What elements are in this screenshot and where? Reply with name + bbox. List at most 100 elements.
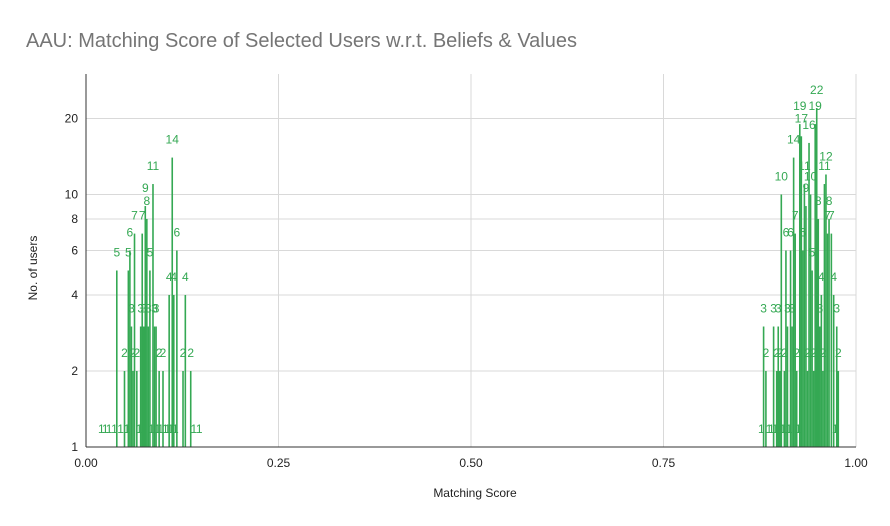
- bar-79: [820, 294, 823, 447]
- x-axis-title: Matching Score: [433, 486, 517, 500]
- data-label-42: 1: [196, 422, 203, 436]
- data-label-27: 2: [156, 346, 163, 360]
- data-label-50: 2: [773, 346, 780, 360]
- data-label-54: 1: [780, 422, 787, 436]
- data-label-60: 3: [789, 302, 796, 316]
- data-label-51: 3: [775, 302, 782, 316]
- bar-78: [819, 326, 821, 447]
- data-label-16: 7: [139, 209, 146, 223]
- bar-20: [147, 326, 150, 447]
- data-label-68: 11: [798, 159, 811, 173]
- data-label-5: 1: [117, 422, 124, 436]
- data-label-86: 4: [830, 270, 837, 284]
- bar-16: [141, 233, 144, 447]
- data-label-13: 2: [133, 346, 140, 360]
- y-tick-label: 6: [71, 244, 78, 258]
- bar-37: [176, 250, 178, 447]
- y-tick-label: 20: [65, 111, 79, 125]
- data-label-29: 2: [160, 346, 167, 360]
- data-label-76: 22: [810, 83, 824, 97]
- data-label-33: 1: [167, 422, 174, 436]
- data-labels: 1111512156327213739835111331212114114416…: [98, 83, 842, 436]
- bar-15: [139, 326, 142, 447]
- bar-82: [825, 174, 827, 447]
- bar-68: [803, 184, 806, 447]
- data-label-10: 3: [128, 302, 135, 316]
- bar-10: [130, 326, 133, 447]
- bar-60: [791, 326, 793, 447]
- data-label-4: 5: [113, 245, 120, 259]
- x-tick-labels: 0.00 0.25 0.50 0.75 1.00: [74, 456, 868, 470]
- data-label-9: 6: [127, 226, 134, 240]
- data-label-25: 3: [153, 302, 160, 316]
- bar-35: [172, 294, 175, 447]
- bar-29: [162, 370, 164, 447]
- bar-53: [780, 194, 783, 447]
- data-label-62: 7: [792, 209, 799, 223]
- data-label-75: 19: [809, 99, 823, 113]
- bar-6: [123, 370, 126, 447]
- x-tick-label: 0.25: [267, 456, 291, 470]
- bar-75: [814, 124, 816, 448]
- data-label-58: 1: [786, 422, 793, 436]
- bar-66: [800, 136, 803, 448]
- bar-73: [811, 270, 813, 447]
- data-label-22: 1: [148, 422, 155, 436]
- data-label-19: 8: [143, 194, 150, 208]
- bar-23: [152, 184, 154, 447]
- data-label-24: 3: [151, 302, 158, 316]
- x-tick-label: 1.00: [844, 456, 868, 470]
- data-label-39: 4: [182, 270, 189, 284]
- data-label-43: 1: [758, 422, 765, 436]
- x-tick-label: 0.75: [652, 456, 676, 470]
- bar-40: [189, 370, 192, 447]
- data-label-56: 6: [783, 226, 790, 240]
- data-label-77: 8: [815, 194, 822, 208]
- data-label-69: 9: [803, 181, 810, 195]
- data-label-45: 2: [763, 346, 770, 360]
- chart-title: AAU: Matching Score of Selected Users w.…: [26, 30, 577, 52]
- bar-89: [837, 370, 840, 447]
- bar-80: [822, 370, 824, 447]
- bar-86: [832, 294, 835, 447]
- bars: [116, 108, 840, 448]
- bar-27: [158, 370, 160, 447]
- data-label-87: 1: [832, 422, 839, 436]
- data-label-88: 3: [833, 302, 840, 316]
- bar-72: [809, 194, 812, 447]
- data-label-66: 17: [795, 111, 809, 125]
- bar-76: [815, 108, 818, 447]
- bar-38: [182, 370, 184, 447]
- data-label-2: 1: [106, 422, 113, 436]
- bar-12: [133, 233, 136, 447]
- data-label-8: 5: [125, 245, 132, 259]
- bar-18: [144, 206, 147, 447]
- data-label-78: 3: [816, 302, 823, 316]
- y-tick-labels: 1 2 4 6 8 10 20: [65, 111, 79, 454]
- bar-32: [168, 294, 170, 447]
- data-label-52: 2: [776, 346, 783, 360]
- data-label-64: 1: [795, 422, 802, 436]
- bar-51: [777, 326, 780, 447]
- data-label-48: 3: [770, 302, 777, 316]
- data-label-84: 8: [826, 194, 833, 208]
- bar-48: [772, 326, 775, 447]
- data-label-37: 6: [174, 226, 181, 240]
- data-label-12: 7: [131, 209, 138, 223]
- y-tick-label: 1: [71, 440, 78, 454]
- y-axis-title: No. of users: [26, 236, 40, 301]
- data-label-20: 3: [145, 302, 152, 316]
- data-label-7: 1: [123, 422, 130, 436]
- bar-85: [830, 233, 833, 447]
- data-label-71: 16: [802, 118, 816, 132]
- x-tick-label: 0.50: [459, 456, 483, 470]
- data-label-79: 4: [818, 270, 825, 284]
- bar-13: [136, 370, 138, 447]
- y-tick-label: 2: [71, 364, 78, 378]
- data-label-63: 2: [793, 346, 800, 360]
- bar-34: [171, 157, 174, 447]
- data-label-55: 2: [781, 346, 788, 360]
- data-label-14: 1: [136, 422, 143, 436]
- bar-67: [802, 250, 804, 447]
